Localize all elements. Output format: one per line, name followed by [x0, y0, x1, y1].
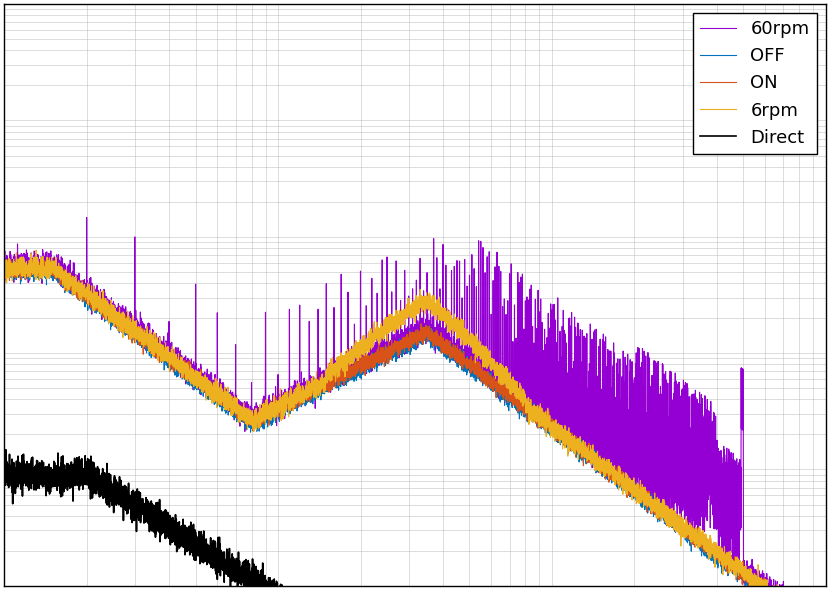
OFF [521, 409, 531, 416]
6rpm [0, 271, 9, 278]
OFF [31, 257, 41, 264]
6rpm [486, 357, 496, 364]
Legend: 60rpm, OFF, ON, 6rpm, Direct: 60rpm, OFF, ON, 6rpm, Direct [693, 13, 817, 154]
60rpm [486, 373, 496, 380]
60rpm [296, 384, 306, 391]
ON [297, 395, 307, 402]
6rpm [297, 396, 307, 403]
6rpm [521, 399, 531, 406]
Direct [1, 446, 11, 453]
60rpm [0, 178, 9, 185]
OFF [0, 263, 9, 270]
6rpm [652, 494, 662, 501]
60rpm [41, 266, 51, 273]
6rpm [41, 264, 51, 271]
Line: OFF: OFF [4, 261, 826, 590]
Line: 60rpm: 60rpm [4, 181, 826, 590]
Direct [0, 483, 9, 490]
Line: 6rpm: 6rpm [4, 250, 826, 590]
OFF [486, 382, 496, 389]
ON [0, 263, 9, 270]
6rpm [608, 471, 618, 478]
60rpm [521, 402, 531, 409]
OFF [652, 504, 662, 512]
OFF [297, 395, 307, 402]
60rpm [652, 433, 662, 440]
ON [39, 257, 49, 264]
Direct [41, 481, 51, 489]
ON [521, 401, 531, 408]
Line: ON: ON [4, 261, 826, 590]
ON [608, 469, 618, 476]
Line: Direct: Direct [4, 450, 826, 590]
OFF [608, 473, 618, 480]
OFF [41, 267, 51, 274]
ON [652, 510, 662, 517]
ON [486, 382, 496, 389]
60rpm [608, 474, 618, 481]
6rpm [32, 247, 42, 254]
ON [41, 267, 51, 274]
